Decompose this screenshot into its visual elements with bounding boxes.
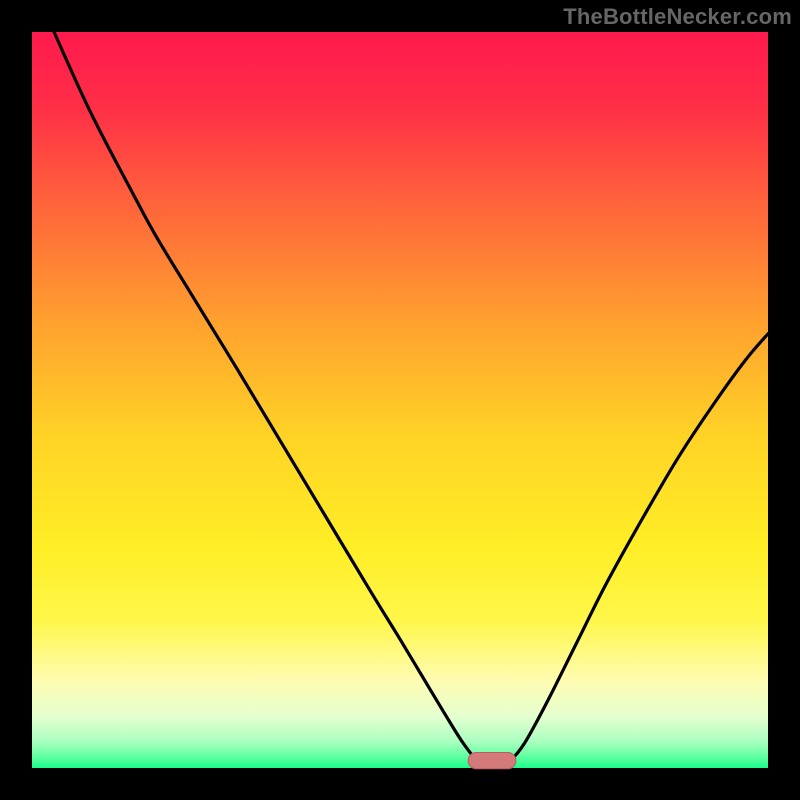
chart-gradient-bg: [32, 32, 768, 768]
watermark-text: TheBottleNecker.com: [563, 4, 792, 30]
optimal-marker: [468, 753, 516, 769]
chart-svg: [0, 0, 800, 800]
chart-container: TheBottleNecker.com: [0, 0, 800, 800]
